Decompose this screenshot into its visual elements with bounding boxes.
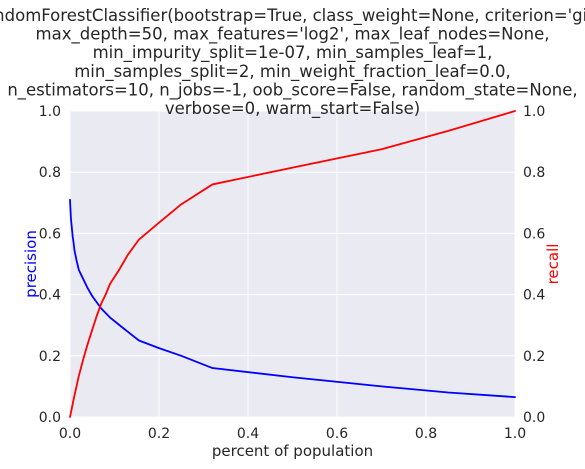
x-tick-label: 0.8 <box>415 426 437 442</box>
chart-title-line: min_impurity_split=1e-07, min_samples_le… <box>93 43 493 63</box>
x-tick-label: 0.4 <box>237 426 259 442</box>
y-left-tick-label: 0.2 <box>39 349 61 365</box>
y-left-tick-label: 0.4 <box>39 288 61 304</box>
x-axis-label: percent of population <box>212 442 373 460</box>
y-left-tick-label: 0.8 <box>39 165 61 181</box>
y-right-tick-label: 1.0 <box>523 104 545 120</box>
series-line-recall <box>69 110 516 418</box>
y-axis-label-left: precision <box>22 230 40 298</box>
y-axis-label-right: recall <box>544 244 562 285</box>
chart-title-line: min_samples_split=2, min_weight_fraction… <box>74 62 511 82</box>
x-tick-label: 0.0 <box>59 426 81 442</box>
y-right-tick-label: 0.0 <box>523 410 545 426</box>
y-right-tick-label: 0.8 <box>523 165 545 181</box>
x-tick-label: 0.2 <box>148 426 170 442</box>
series-line-precision <box>69 198 516 399</box>
x-tick-label: 1.0 <box>504 426 526 442</box>
y-right-tick-label: 0.4 <box>523 288 545 304</box>
chart-title-line: RandomForestClassifier(bootstrap=True, c… <box>0 6 585 26</box>
y-left-tick-label: 0.6 <box>39 226 61 242</box>
plot-background <box>70 111 515 417</box>
x-tick-label: 0.6 <box>326 426 348 442</box>
chart-title-line: verbose=0, warm_start=False) <box>165 99 420 119</box>
y-left-tick-label: 0.0 <box>39 410 61 426</box>
y-right-tick-label: 0.6 <box>523 226 545 242</box>
y-right-tick-label: 0.2 <box>523 349 545 365</box>
chart-title-line: n_estimators=10, n_jobs=-1, oob_score=Fa… <box>7 80 577 100</box>
chart-title-line: max_depth=50, max_features='log2', max_l… <box>36 25 550 45</box>
y-left-tick-label: 1.0 <box>39 104 61 120</box>
